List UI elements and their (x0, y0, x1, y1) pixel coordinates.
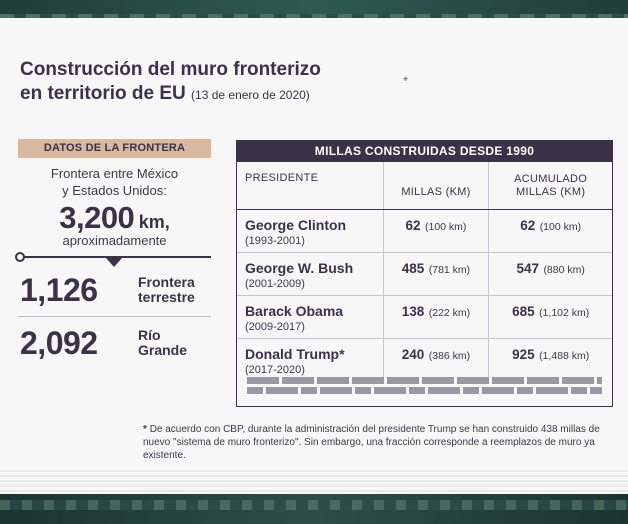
divider-line (15, 252, 211, 267)
president-name: Barack Obama (245, 303, 344, 319)
table-title: Millas construidas desde 1990 (237, 141, 612, 162)
mouse-cursor-icon: ⌖ (403, 74, 409, 84)
border-data-header: Datos de la frontera (18, 139, 211, 158)
president-years: (1993-2001) (245, 235, 305, 247)
title-line-1: Construcción del muro fronterizo (20, 59, 321, 80)
accumulated-value: 925 (1,488 km) (512, 347, 590, 362)
border-description-line-2: y Estados Unidos: (62, 183, 167, 198)
land-border-value: 1,126 (20, 271, 98, 308)
title-date: (13 de enero de 2020) (191, 88, 310, 102)
president-name: George W. Bush (245, 260, 354, 276)
president-years: (2009-2017) (245, 321, 305, 333)
title-line-2: en territorio de EU (20, 83, 186, 104)
page-title: Construcción del muro fronterizo en terr… (20, 58, 420, 107)
accumulated-value: 62 (100 km) (520, 218, 582, 233)
accumulated-value: 685 (1,102 km) (512, 304, 590, 319)
rio-grande-stat: 2,092 Río Grande (18, 323, 211, 363)
total-length-unit: km, (138, 212, 170, 232)
land-border-label: Frontera terrestre (138, 274, 195, 305)
down-triangle-icon (106, 258, 122, 267)
miles-value: 240 (386 km) (401, 347, 471, 362)
president-years: (2017-2020) (245, 364, 305, 376)
miles-value: 62 (100 km) (405, 218, 467, 233)
approx-label: aproximadamente (62, 233, 167, 248)
land-border-stat: 1,126 Frontera terrestre (18, 270, 211, 310)
total-length-value: 3,200 (59, 200, 135, 235)
accumulated-value: 547 (880 km) (516, 261, 585, 276)
stat-divider (18, 316, 211, 317)
rio-grande-label: Río Grande (138, 327, 188, 358)
infographic-slide: Construcción del muro fronterizo en terr… (0, 18, 628, 494)
line-end-dot-icon (15, 252, 25, 262)
miles-value: 138 (222 km) (401, 304, 471, 319)
bottom-decorative-band (0, 494, 628, 524)
brick-wall-icon (247, 377, 602, 397)
header-president: Presidente (245, 172, 319, 184)
border-description-line-1: Frontera entre México (50, 166, 179, 181)
table-header-row: Presidente Millas (km) Acumulado millas … (237, 162, 612, 210)
table-row: George Clinton (1993-2001) 62 (100 km) 62… (237, 210, 612, 253)
president-name: George Clinton (245, 217, 347, 233)
table-row: Barack Obama (2009-2017) 138 (222 km) 685… (237, 296, 612, 339)
footnote-text: De acuerdo con CBP, durante la administr… (143, 424, 600, 461)
border-description: Frontera entre México y Estados Unidos: (18, 165, 211, 199)
total-length: 3,200 km, (18, 200, 211, 236)
top-decorative-band (0, 0, 628, 18)
header-accumulated: Acumulado millas (km) (488, 162, 612, 209)
table-row: Donald Trump* (2017-2020) 240 (386 km) 92… (237, 339, 612, 381)
president-name: Donald Trump* (245, 346, 345, 362)
rio-grande-value: 2,092 (20, 324, 98, 361)
header-miles: Millas (km) (382, 162, 489, 209)
miles-built-table: Millas construidas desde 1990 Presidente… (236, 140, 613, 407)
miles-value: 485 (781 km) (401, 261, 471, 276)
table-row: George W. Bush (2001-2009) 485 (781 km) 5… (237, 253, 612, 296)
footnote-star: * (143, 424, 147, 435)
border-data-panel: Datos de la frontera Frontera entre Méxi… (15, 139, 211, 363)
footnote: * De acuerdo con CBP, durante la adminis… (143, 423, 608, 462)
president-years: (2001-2009) (245, 278, 305, 290)
